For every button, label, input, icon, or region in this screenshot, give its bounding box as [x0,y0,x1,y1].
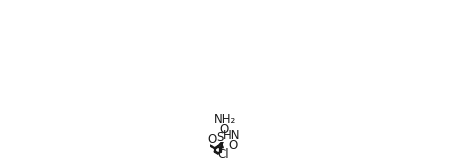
Text: S: S [217,131,224,144]
Text: O: O [228,139,237,152]
Text: O: O [207,133,216,146]
Text: O: O [219,123,228,136]
Text: Cl: Cl [217,148,229,158]
Text: NH₂: NH₂ [214,113,236,126]
Text: HN: HN [223,129,241,142]
